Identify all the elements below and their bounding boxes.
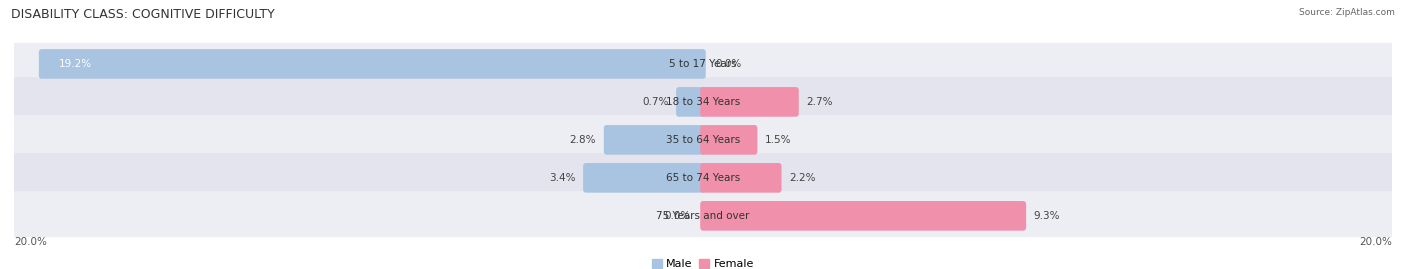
FancyBboxPatch shape (700, 125, 758, 155)
FancyBboxPatch shape (39, 49, 706, 79)
Text: 2.8%: 2.8% (569, 135, 596, 145)
FancyBboxPatch shape (700, 87, 799, 117)
FancyBboxPatch shape (1, 153, 1405, 203)
FancyBboxPatch shape (1, 115, 1405, 165)
FancyBboxPatch shape (1, 77, 1405, 127)
FancyBboxPatch shape (700, 201, 1026, 231)
Text: 20.0%: 20.0% (14, 237, 46, 247)
Text: 20.0%: 20.0% (1360, 237, 1392, 247)
Legend: Male, Female: Male, Female (647, 254, 759, 269)
FancyBboxPatch shape (1, 39, 1405, 89)
Text: Source: ZipAtlas.com: Source: ZipAtlas.com (1299, 8, 1395, 17)
FancyBboxPatch shape (603, 125, 706, 155)
FancyBboxPatch shape (676, 87, 706, 117)
Text: 19.2%: 19.2% (59, 59, 91, 69)
Text: 0.0%: 0.0% (665, 211, 690, 221)
FancyBboxPatch shape (1, 191, 1405, 240)
Text: 3.4%: 3.4% (550, 173, 575, 183)
Text: 65 to 74 Years: 65 to 74 Years (666, 173, 740, 183)
Text: 2.7%: 2.7% (807, 97, 832, 107)
FancyBboxPatch shape (583, 163, 706, 193)
Text: 35 to 64 Years: 35 to 64 Years (666, 135, 740, 145)
Text: 5 to 17 Years: 5 to 17 Years (669, 59, 737, 69)
FancyBboxPatch shape (700, 163, 782, 193)
Text: 75 Years and over: 75 Years and over (657, 211, 749, 221)
Text: 18 to 34 Years: 18 to 34 Years (666, 97, 740, 107)
Text: 9.3%: 9.3% (1033, 211, 1060, 221)
Text: 1.5%: 1.5% (765, 135, 792, 145)
Text: 0.7%: 0.7% (643, 97, 669, 107)
Text: 0.0%: 0.0% (716, 59, 741, 69)
Text: 2.2%: 2.2% (789, 173, 815, 183)
Text: DISABILITY CLASS: COGNITIVE DIFFICULTY: DISABILITY CLASS: COGNITIVE DIFFICULTY (11, 8, 276, 21)
